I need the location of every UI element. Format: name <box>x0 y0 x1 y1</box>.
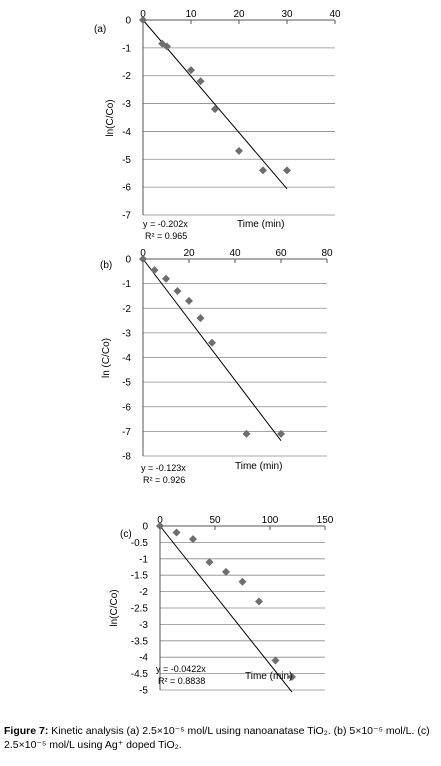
trendline-equation: y = -0.0422x <box>156 664 206 674</box>
x-tick-label: 20 <box>233 9 245 20</box>
data-point <box>189 535 197 544</box>
y-tick-label: -5 <box>122 155 131 166</box>
data-point <box>211 105 219 114</box>
y-tick-label: -4.5 <box>131 669 149 680</box>
data-point <box>283 166 291 175</box>
data-point <box>222 567 230 576</box>
x-tick-label: 100 <box>262 515 279 526</box>
x-tick-label: 0 <box>140 9 146 20</box>
trendline-equation: y = -0.123x <box>141 463 186 473</box>
figure-charts: 0 -1 -2 -3 -4 -5 -6 -7 0 10 20 30 40 (a) ln(C/Co) Time … <box>94 9 341 697</box>
chart-panel-3: 0 -0.5 -1 -1.5 -2 -2.5 -3 -3.5 -4 -4.5 -5 0 50 100 150… <box>109 515 334 697</box>
trendline-equation: y = -0.202x <box>143 219 188 229</box>
y-tick-label: 0 <box>125 16 131 27</box>
data-point <box>139 255 147 263</box>
data-point <box>255 597 263 606</box>
y-tick-label: -7 <box>122 427 131 438</box>
data-point <box>162 274 170 283</box>
y-tick-label: -1 <box>139 554 148 565</box>
data-point <box>196 77 205 86</box>
y-tick-label: -1.5 <box>131 571 149 582</box>
y-tick-label: -8 <box>122 452 131 463</box>
y-tick-label: -3.5 <box>131 636 149 647</box>
data-point <box>242 429 251 438</box>
data-point <box>288 672 296 681</box>
y-tick-label: -6 <box>122 183 131 194</box>
x-tick-label: 0 <box>157 515 163 526</box>
data-point <box>172 528 181 537</box>
data-point <box>271 656 280 665</box>
data-point <box>208 338 216 347</box>
y-axis-title: ln (C/Co) <box>101 338 112 378</box>
y-tick-label: -1 <box>122 279 131 290</box>
data-point <box>173 287 182 296</box>
x-axis-title: Time (min) <box>235 461 282 472</box>
x-tick-label: 30 <box>281 9 293 20</box>
y-tick-label: -2 <box>139 587 148 598</box>
y-tick-label: -2 <box>122 304 131 315</box>
data-point <box>235 146 243 155</box>
y-tick-label: -4 <box>122 127 131 138</box>
x-tick-label: 0 <box>140 248 146 259</box>
x-tick-label: 80 <box>321 248 333 259</box>
y-tick-label: -2 <box>122 71 131 82</box>
x-tick-label: 40 <box>229 248 241 259</box>
data-point <box>196 314 205 323</box>
x-tick-label: 10 <box>185 9 197 20</box>
y-tick-label: -7 <box>122 211 131 222</box>
caption-text: Kinetic analysis (a) 2.5×10⁻⁵ mol/L usin… <box>4 725 430 751</box>
x-tick-label: 50 <box>209 515 221 526</box>
y-tick-label: -0.5 <box>131 538 149 549</box>
y-tick-label: 0 <box>125 255 131 266</box>
chart-panel-1: 0 -1 -2 -3 -4 -5 -6 -7 0 10 20 30 40 (a) ln(C/Co) Time … <box>94 9 341 241</box>
r-squared: R² = 0.8838 <box>158 676 205 686</box>
x-tick-label: 60 <box>275 248 287 259</box>
x-tick-label: 40 <box>329 9 341 20</box>
data-point <box>238 577 247 586</box>
y-tick-label: 0 <box>142 522 148 533</box>
y-axis-title: ln(C/Co) <box>109 589 120 626</box>
y-tick-label: -5 <box>122 378 131 389</box>
data-point <box>187 66 195 75</box>
data-point <box>163 42 171 51</box>
panel-label: (a) <box>94 24 106 35</box>
x-axis-title: Time (min) <box>245 671 292 682</box>
x-tick-label: 20 <box>183 248 195 259</box>
x-axis-title: Time (min) <box>237 219 284 230</box>
y-tick-label: -4 <box>139 653 148 664</box>
y-tick-label: -3 <box>122 99 131 110</box>
data-point <box>185 296 193 305</box>
panel-label: (c) <box>120 529 132 540</box>
data-point <box>156 522 164 530</box>
chart-panel-2: 0 -1 -2 -3 -4 -5 -6 -7 -8 0 20 40 60 80 (b) ln (C/Co) Ti… <box>100 248 333 485</box>
data-point <box>150 266 159 275</box>
data-point <box>259 166 267 175</box>
r-squared: R² = 0.926 <box>143 475 185 485</box>
figure-caption: Figure 7: Kinetic analysis (a) 2.5×10⁻⁵ … <box>4 724 436 752</box>
caption-label: Figure 7: <box>4 725 49 737</box>
data-point <box>139 16 147 24</box>
x-tick-label: 150 <box>317 515 334 526</box>
data-point <box>277 429 285 438</box>
y-tick-label: -2.5 <box>131 604 149 615</box>
y-tick-label: -4 <box>122 353 131 364</box>
panel-label: (b) <box>100 260 112 271</box>
data-point <box>205 558 214 567</box>
trendline <box>159 525 293 693</box>
y-axis-title: ln(C/Co) <box>105 99 116 136</box>
y-tick-label: -5 <box>139 686 148 697</box>
y-tick-label: -1 <box>122 43 131 54</box>
y-tick-label: -3 <box>139 620 148 631</box>
y-tick-label: -3 <box>122 328 131 339</box>
r-squared: R² = 0.965 <box>145 231 187 241</box>
y-tick-label: -6 <box>122 402 131 413</box>
trendline <box>142 258 282 442</box>
